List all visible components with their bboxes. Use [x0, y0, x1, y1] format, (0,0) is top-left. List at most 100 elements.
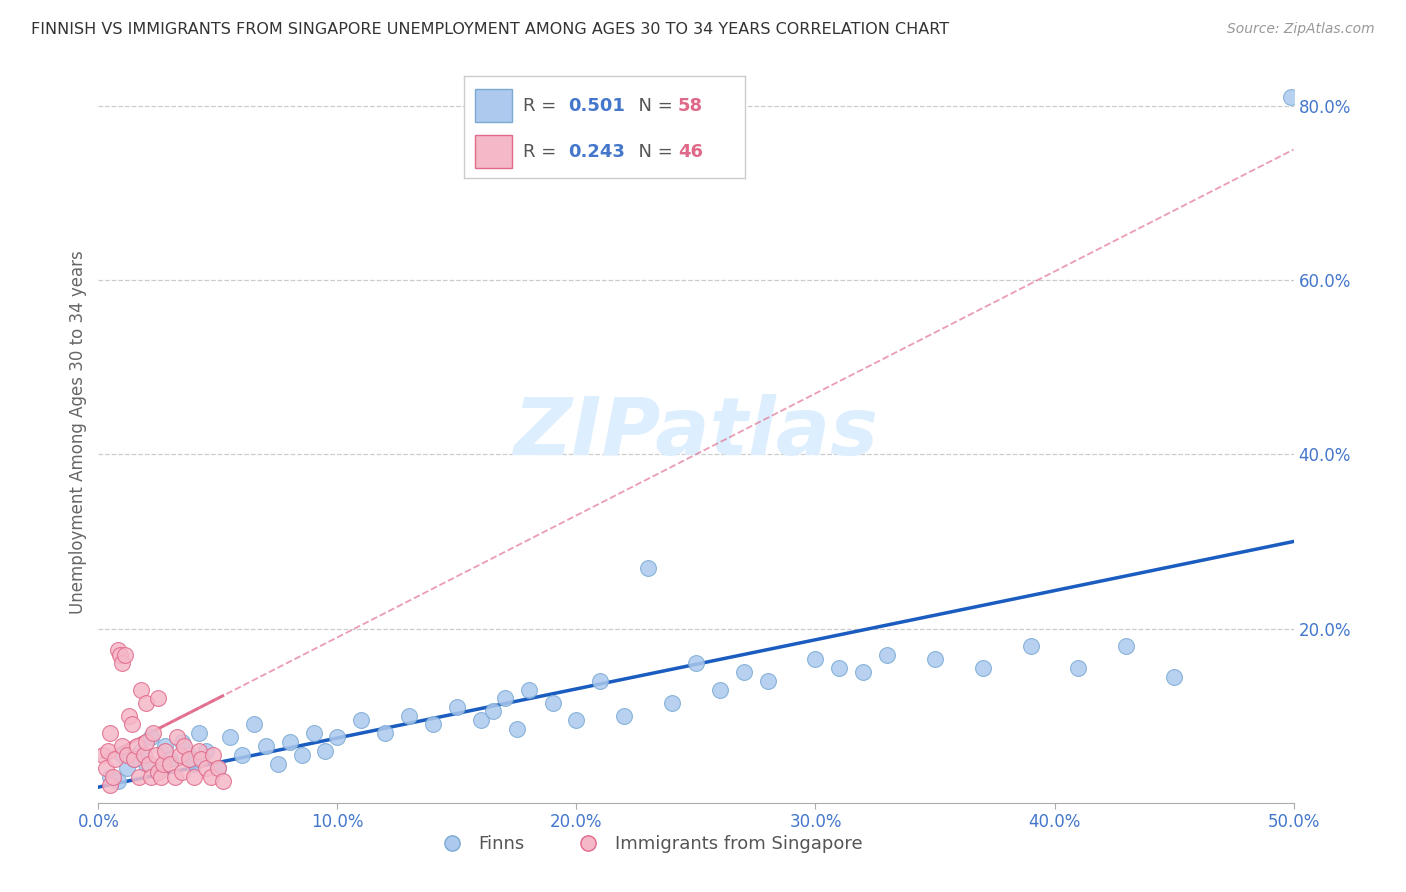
Point: [138, 756, 160, 771]
Point: [132, 747, 155, 762]
Point: [326, 731, 349, 745]
Point: [139, 770, 162, 784]
Point: [179, 747, 201, 762]
Bar: [475, 89, 512, 122]
Point: [111, 739, 134, 754]
Point: [131, 743, 153, 757]
Point: [254, 739, 277, 754]
Point: [589, 673, 612, 688]
Point: [173, 739, 195, 754]
Point: [107, 643, 129, 657]
Point: [541, 696, 564, 710]
Point: [148, 765, 170, 780]
Point: [207, 761, 229, 775]
Point: [876, 648, 898, 662]
Point: [1279, 90, 1302, 104]
Point: [733, 665, 755, 680]
Text: Source: ZipAtlas.com: Source: ZipAtlas.com: [1227, 22, 1375, 37]
Point: [115, 761, 138, 775]
Point: [111, 747, 134, 762]
Point: [350, 713, 373, 727]
Point: [111, 657, 134, 671]
Point: [565, 713, 588, 727]
Bar: [475, 136, 512, 168]
Point: [163, 770, 186, 784]
Point: [183, 756, 205, 771]
Text: N =: N =: [627, 96, 679, 114]
Point: [231, 747, 253, 762]
Point: [924, 652, 946, 666]
Point: [139, 731, 162, 745]
Point: [128, 770, 150, 784]
Legend: Finns, Immigrants from Singapore: Finns, Immigrants from Singapore: [426, 828, 870, 861]
Point: [148, 691, 170, 706]
Point: [315, 743, 337, 757]
Point: [125, 739, 148, 754]
Point: [804, 652, 827, 666]
Point: [135, 756, 157, 771]
Point: [207, 761, 229, 775]
Point: [124, 752, 146, 766]
Point: [302, 726, 325, 740]
Point: [506, 722, 529, 736]
Point: [190, 752, 212, 766]
Text: N =: N =: [627, 143, 679, 161]
Text: 0.243: 0.243: [568, 143, 624, 161]
Point: [118, 708, 141, 723]
Point: [211, 774, 233, 789]
Point: [202, 747, 225, 762]
Point: [1163, 669, 1185, 683]
Point: [470, 713, 492, 727]
Point: [1067, 661, 1090, 675]
Point: [124, 752, 146, 766]
Point: [267, 756, 290, 771]
Point: [169, 747, 191, 762]
Point: [114, 648, 136, 662]
Point: [828, 661, 851, 675]
Point: [98, 726, 122, 740]
Point: [685, 657, 707, 671]
Point: [135, 735, 157, 749]
Point: [972, 661, 994, 675]
Point: [661, 696, 683, 710]
Point: [637, 560, 659, 574]
Point: [148, 765, 170, 780]
Point: [149, 770, 172, 784]
Point: [94, 761, 117, 775]
Point: [219, 731, 242, 745]
Point: [374, 726, 396, 740]
Point: [97, 743, 120, 757]
Point: [422, 717, 444, 731]
Point: [142, 726, 165, 740]
Point: [852, 665, 875, 680]
Point: [166, 731, 188, 745]
Point: [1019, 639, 1042, 653]
Point: [172, 765, 194, 780]
Point: [155, 739, 177, 754]
Point: [291, 747, 314, 762]
Point: [709, 682, 731, 697]
Point: [446, 700, 468, 714]
Point: [187, 743, 209, 757]
Point: [159, 752, 181, 766]
Point: [98, 778, 122, 792]
Point: [481, 704, 505, 718]
Point: [243, 717, 266, 731]
Point: [155, 743, 177, 757]
Point: [172, 735, 194, 749]
Point: [107, 774, 129, 789]
Point: [398, 708, 420, 723]
Point: [135, 696, 157, 710]
Point: [187, 726, 209, 740]
Point: [200, 770, 222, 784]
Point: [115, 747, 138, 762]
Text: 0.501: 0.501: [568, 96, 624, 114]
Point: [494, 691, 516, 706]
Point: [91, 747, 114, 762]
Point: [183, 770, 205, 784]
Point: [613, 708, 636, 723]
Point: [756, 673, 779, 688]
Point: [179, 752, 201, 766]
Point: [278, 735, 301, 749]
Point: [108, 648, 131, 662]
